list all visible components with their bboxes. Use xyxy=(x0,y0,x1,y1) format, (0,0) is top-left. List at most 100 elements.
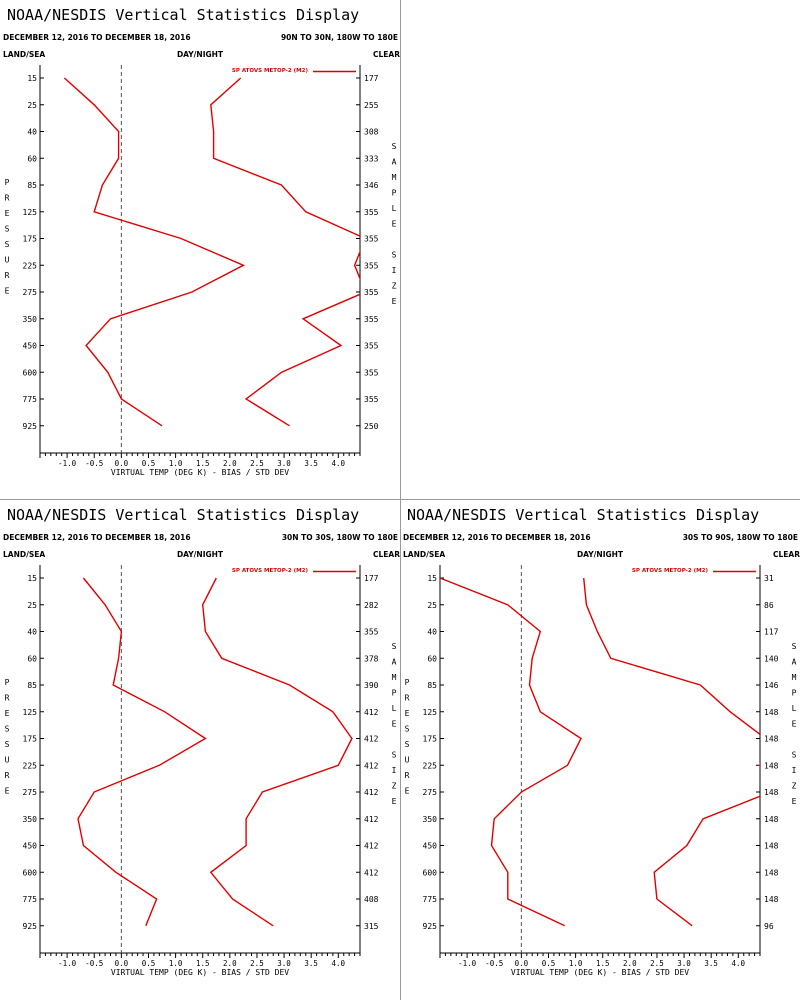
divider-vertical-top xyxy=(400,0,401,500)
x-tick-label: -0.5 xyxy=(485,959,503,968)
sample-size-label: 146 xyxy=(764,681,779,690)
sample-size-label: 355 xyxy=(364,395,379,404)
x-tick-label: 4.0 xyxy=(332,959,346,968)
x-tick-label: 3.0 xyxy=(277,459,291,468)
pressure-tick-label: 225 xyxy=(23,761,38,770)
sample-size-axis-letter: S xyxy=(392,751,397,760)
sample-size-axis-letter: L xyxy=(792,704,797,713)
pressure-tick-label: 350 xyxy=(23,815,38,824)
pressure-tick-label: 175 xyxy=(23,735,38,744)
x-tick-label: 3.0 xyxy=(677,959,691,968)
sample-size-axis-letter: I xyxy=(392,266,397,275)
sample-size-label: 282 xyxy=(364,601,379,610)
pressure-tick-label: 25 xyxy=(27,601,37,610)
day-night-label: DAY/NIGHT xyxy=(177,550,224,559)
sample-size-label: 412 xyxy=(364,868,379,877)
sample-size-axis-letter: Z xyxy=(392,782,397,791)
pressure-tick-label: 225 xyxy=(423,761,438,770)
pressure-tick-label: 450 xyxy=(23,342,38,351)
sample-size-axis-letter: I xyxy=(792,766,797,775)
x-tick-label: 4.0 xyxy=(732,959,746,968)
pressure-tick-label: 15 xyxy=(427,574,437,583)
x-tick-label: 1.5 xyxy=(196,459,210,468)
sample-size-label: 355 xyxy=(364,628,379,637)
date-range: DECEMBER 12, 2016 TO DECEMBER 18, 2016 xyxy=(3,533,191,542)
pressure-tick-label: 275 xyxy=(23,788,38,797)
x-tick-label: 1.0 xyxy=(569,959,583,968)
x-tick-label: 3.5 xyxy=(304,959,318,968)
x-tick-label: -0.5 xyxy=(85,459,103,468)
land-sea-label: LAND/SEA xyxy=(3,550,45,559)
sample-size-axis-letter: I xyxy=(392,766,397,775)
pressure-tick-label: 125 xyxy=(23,208,38,217)
y-axis-label-letter: U xyxy=(5,756,10,765)
vertical-stats-chart: NOAA/NESDIS Vertical Statistics Display D… xyxy=(403,506,800,977)
sample-size-axis-letter: S xyxy=(792,642,797,651)
pressure-tick-label: 350 xyxy=(423,815,438,824)
divider-vertical-bottom xyxy=(400,500,401,1000)
sample-size-label: 148 xyxy=(764,708,779,717)
sample-size-axis-letter: E xyxy=(392,297,397,306)
x-tick-label: 0.5 xyxy=(542,959,556,968)
pressure-tick-label: 350 xyxy=(23,315,38,324)
y-axis-label-letter: S xyxy=(405,725,410,734)
y-axis-label-letter: P xyxy=(5,678,10,687)
x-tick-label: 0.5 xyxy=(142,959,156,968)
y-axis-label-letter: P xyxy=(405,678,410,687)
day-night-label: DAY/NIGHT xyxy=(177,50,224,59)
y-axis-label-letter: S xyxy=(5,225,10,234)
sample-size-label: 412 xyxy=(364,735,379,744)
y-axis-label-letter: R xyxy=(5,271,10,280)
sample-size-label: 346 xyxy=(364,181,379,190)
pressure-tick-label: 15 xyxy=(27,574,37,583)
bias-series-line xyxy=(63,77,246,427)
pressure-tick-label: 125 xyxy=(23,708,38,717)
y-axis-label-letter: E xyxy=(5,209,10,218)
clear-label: CLEAR xyxy=(373,50,400,59)
x-tick-label: 3.5 xyxy=(304,459,318,468)
date-range: DECEMBER 12, 2016 TO DECEMBER 18, 2016 xyxy=(403,533,591,542)
pressure-tick-label: 85 xyxy=(427,681,437,690)
sample-size-label: 412 xyxy=(364,788,379,797)
pressure-tick-label: 225 xyxy=(23,261,38,270)
sample-size-label: 390 xyxy=(364,681,379,690)
pressure-tick-label: 775 xyxy=(423,895,438,904)
pressure-tick-label: 25 xyxy=(427,601,437,610)
sample-size-label: 355 xyxy=(364,235,379,244)
sample-size-label: 177 xyxy=(364,74,379,83)
pressure-tick-label: 40 xyxy=(27,628,37,637)
y-axis-label-letter: R xyxy=(405,771,410,780)
vertical-stats-chart: NOAA/NESDIS Vertical Statistics Display D… xyxy=(3,6,400,477)
pressure-tick-label: 775 xyxy=(23,395,38,404)
pressure-tick-label: 40 xyxy=(27,128,37,137)
std-dev-series-line xyxy=(201,577,353,927)
sample-size-axis-letter: A xyxy=(792,658,797,667)
sample-size-label: 355 xyxy=(364,261,379,270)
y-axis-label-letter: R xyxy=(5,771,10,780)
x-tick-label: 1.5 xyxy=(196,959,210,968)
page-title: NOAA/NESDIS Vertical Statistics Display xyxy=(407,506,759,524)
sample-size-axis-letter: P xyxy=(792,689,797,698)
clear-label: CLEAR xyxy=(373,550,400,559)
sample-size-axis-letter: S xyxy=(392,642,397,651)
pressure-tick-label: 60 xyxy=(427,654,437,663)
x-tick-label: 2.5 xyxy=(250,959,264,968)
region-label: 30S TO 90S, 180W TO 180E xyxy=(683,533,798,542)
clear-label: CLEAR xyxy=(773,550,800,559)
sample-size-label: 308 xyxy=(364,128,379,137)
y-axis-label-letter: U xyxy=(5,256,10,265)
page-title: NOAA/NESDIS Vertical Statistics Display xyxy=(7,506,359,524)
pressure-tick-label: 25 xyxy=(27,101,37,110)
sample-size-label: 148 xyxy=(764,788,779,797)
vertical-stats-chart: NOAA/NESDIS Vertical Statistics Display D… xyxy=(3,506,400,977)
chart-panel-south: NOAA/NESDIS Vertical Statistics Display D… xyxy=(400,500,800,1000)
sample-size-axis-letter: M xyxy=(392,673,397,682)
sample-size-label: 355 xyxy=(364,368,379,377)
sample-size-axis-letter: E xyxy=(392,797,397,806)
sample-size-label: 148 xyxy=(764,868,779,877)
sample-size-label: 250 xyxy=(364,422,379,431)
pressure-tick-label: 275 xyxy=(23,288,38,297)
x-tick-label: 2.5 xyxy=(650,959,664,968)
pressure-tick-label: 85 xyxy=(27,181,37,190)
sample-size-label: 96 xyxy=(764,922,774,931)
